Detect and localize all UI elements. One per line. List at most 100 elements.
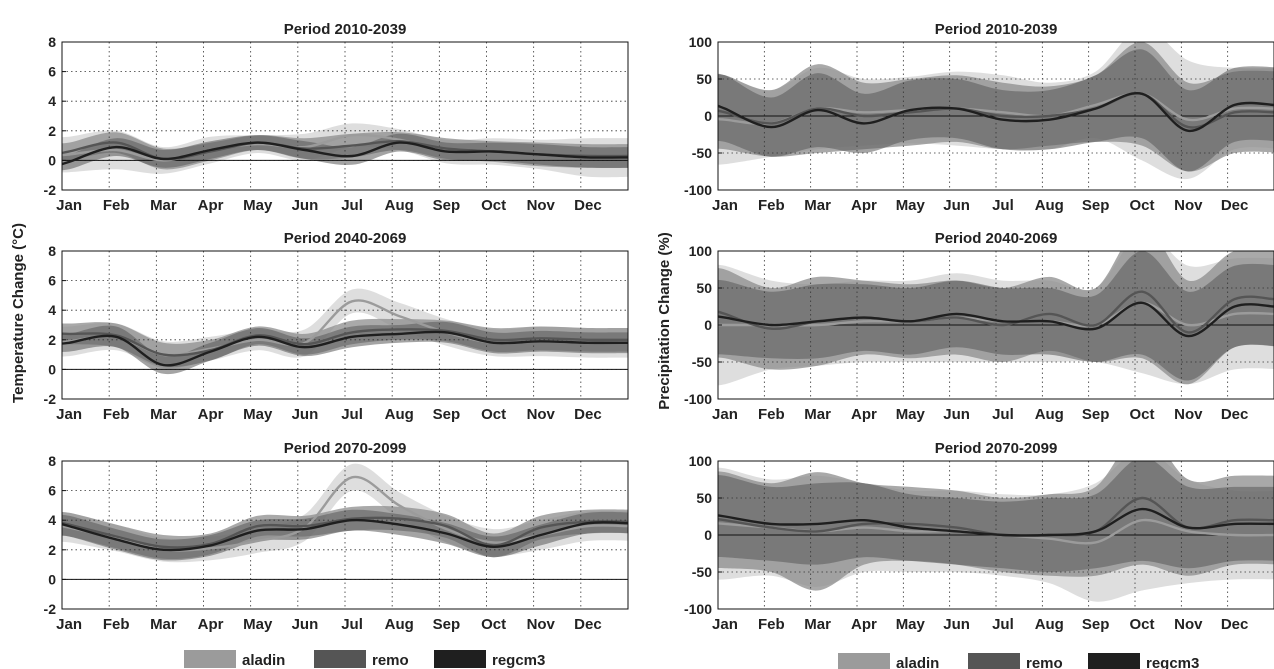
panel-title: Period 2070-2099 — [935, 440, 1058, 457]
x-tick-label: Aug — [385, 406, 414, 423]
x-tick-label: Jul — [341, 197, 363, 214]
legend-swatch-aladin — [838, 653, 890, 669]
x-tick-label: May — [243, 616, 273, 633]
panel-title: Period 2040-2069 — [284, 230, 407, 247]
x-tick-label: Aug — [1035, 197, 1064, 214]
x-tick-label: Jan — [56, 197, 82, 214]
x-tick-label: Nov — [1174, 197, 1203, 214]
y-tick-label: 50 — [696, 280, 712, 296]
series-line-remo — [718, 92, 1274, 129]
x-tick-label: May — [243, 197, 273, 214]
y-tick-label: 2 — [48, 542, 56, 558]
legend-swatch-remo — [968, 653, 1020, 669]
series-line-regcm3 — [718, 92, 1274, 133]
x-tick-label: Jun — [943, 197, 970, 214]
x-tick-label: Jun — [943, 406, 970, 423]
x-tick-label: Apr — [851, 616, 877, 633]
series-line-remo — [62, 328, 628, 357]
x-tick-label: Dec — [1221, 406, 1249, 423]
x-tick-label: Jul — [992, 197, 1014, 214]
y-tick-label: 6 — [48, 483, 56, 499]
x-tick-label: Jun — [292, 406, 319, 423]
y-tick-label: 8 — [48, 243, 56, 259]
x-tick-label: Feb — [103, 406, 130, 423]
x-tick-label: Aug — [385, 197, 414, 214]
y-tick-label: 4 — [48, 93, 56, 109]
legend-label-regcm3: regcm3 — [492, 652, 545, 669]
y-tick-label: 2 — [48, 332, 56, 348]
x-tick-label: Oct — [481, 616, 506, 633]
y-tick-label: -50 — [692, 564, 712, 580]
legend-swatch-regcm3 — [434, 650, 486, 668]
panel-title: Period 2070-2099 — [284, 440, 407, 457]
x-tick-label: Dec — [1221, 197, 1249, 214]
series-line-remo — [62, 516, 628, 549]
x-tick-label: Mar — [804, 406, 831, 423]
y-tick-label: 0 — [704, 317, 712, 333]
band-regcm3 — [62, 133, 628, 171]
x-tick-label: Apr — [851, 197, 877, 214]
y-axis-label-temperature: Temperature Change (°C) — [10, 223, 27, 403]
x-tick-label: Jun — [292, 197, 319, 214]
legend-swatch-remo — [314, 650, 366, 668]
x-tick-label: Aug — [385, 616, 414, 633]
series-line-regcm3 — [718, 507, 1274, 537]
x-tick-label: Jan — [712, 406, 738, 423]
x-tick-label: Mar — [804, 197, 831, 214]
panel-title: Period 2010-2039 — [284, 21, 407, 38]
x-tick-label: Sep — [433, 406, 461, 423]
y-tick-label: -100 — [684, 601, 712, 617]
x-tick-label: Apr — [851, 406, 877, 423]
x-tick-label: Aug — [1035, 406, 1064, 423]
x-tick-label: Mar — [150, 197, 177, 214]
series-line-regcm3 — [718, 301, 1274, 338]
x-tick-label: Apr — [198, 197, 224, 214]
y-tick-label: 100 — [689, 34, 713, 50]
series-line-regcm3 — [62, 330, 628, 367]
x-tick-label: Nov — [527, 616, 556, 633]
x-tick-label: Dec — [574, 616, 602, 633]
panel-title: Period 2010-2039 — [935, 21, 1058, 38]
series-line-regcm3 — [62, 141, 628, 166]
y-tick-label: 0 — [48, 361, 56, 377]
x-tick-label: Aug — [1035, 616, 1064, 633]
x-tick-label: Apr — [198, 616, 224, 633]
x-tick-label: Sep — [1082, 197, 1110, 214]
x-tick-label: Oct — [1129, 197, 1154, 214]
panel-temperature-2040-2069: -2 0 2 4 6 8 Jan Feb Mar Apr May Jun Jul Aug Sep Oct Nov… — [44, 230, 629, 423]
y-tick-label: 8 — [48, 453, 56, 469]
y-tick-label: 50 — [696, 490, 712, 506]
y-tick-label: -50 — [692, 354, 712, 370]
legend-swatch-regcm3 — [1088, 653, 1140, 669]
y-tick-label: 0 — [704, 527, 712, 543]
band-regcm3 — [62, 321, 628, 375]
y-tick-label: 4 — [48, 302, 56, 318]
legend-label-regcm3: regcm3 — [1146, 655, 1199, 669]
y-tick-label: 0 — [48, 152, 56, 168]
x-tick-label: Dec — [574, 406, 602, 423]
y-tick-label: -100 — [684, 391, 712, 407]
legend-right: aladin remo regcm3 — [838, 653, 1199, 669]
x-tick-label: Jun — [943, 616, 970, 633]
y-axis-label-precipitation: Precipitation Change (%) — [656, 232, 673, 410]
x-tick-label: Oct — [481, 197, 506, 214]
x-tick-label: May — [896, 197, 926, 214]
legend-label-remo: remo — [372, 652, 409, 669]
x-tick-label: Feb — [758, 406, 785, 423]
y-tick-label: 0 — [48, 571, 56, 587]
x-tick-label: Apr — [198, 406, 224, 423]
y-tick-label: 6 — [48, 273, 56, 289]
x-tick-label: Sep — [433, 616, 461, 633]
y-tick-label: 50 — [696, 71, 712, 87]
series-line-remo — [718, 290, 1274, 334]
legend-swatch-aladin — [184, 650, 236, 668]
x-tick-label: May — [896, 616, 926, 633]
legend-left: aladin remo regcm3 — [184, 650, 545, 669]
x-tick-label: Jul — [341, 616, 363, 633]
y-tick-label: 0 — [704, 108, 712, 124]
x-tick-label: Dec — [1221, 616, 1249, 633]
x-tick-label: May — [896, 406, 926, 423]
x-tick-label: Jul — [992, 616, 1014, 633]
x-tick-label: Sep — [1082, 406, 1110, 423]
